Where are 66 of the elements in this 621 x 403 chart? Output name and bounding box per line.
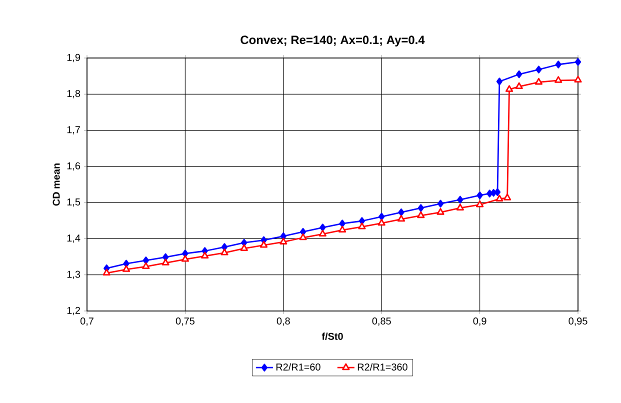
- point: [496, 194, 504, 202]
- point: [378, 218, 386, 226]
- point: [240, 244, 248, 251]
- point: [182, 250, 188, 258]
- x-tick-label: 0,95: [568, 318, 588, 326]
- y-axis-title: CD mean: [52, 164, 60, 206]
- y-tick-label: 1,6: [67, 162, 80, 171]
- point: [318, 230, 326, 237]
- y-tick-label: 1,9: [67, 54, 80, 62]
- point: [505, 85, 514, 92]
- point: [397, 214, 406, 222]
- point: [515, 82, 523, 90]
- point: [102, 268, 110, 276]
- point: [554, 76, 562, 83]
- point: [142, 256, 150, 264]
- point: [436, 208, 444, 215]
- point: [503, 194, 512, 200]
- point: [555, 60, 562, 68]
- point: [476, 200, 484, 208]
- y-tick-label: 1,8: [67, 90, 80, 98]
- point: [398, 208, 404, 216]
- point: [418, 204, 424, 212]
- point: [201, 252, 209, 259]
- point: [299, 233, 307, 240]
- point: [162, 258, 170, 266]
- point: [260, 240, 268, 248]
- x-tick-label: 0,75: [176, 318, 194, 326]
- point: [496, 78, 503, 86]
- point: [122, 265, 130, 272]
- point: [494, 188, 501, 196]
- y-tick-label: 1,2: [67, 306, 80, 316]
- point: [417, 211, 425, 218]
- x-axis-title: f/St0: [322, 332, 343, 340]
- legend-label: R2/R1=60: [276, 363, 320, 371]
- point: [220, 248, 228, 256]
- point: [534, 78, 543, 85]
- x-tick-label: 0,9: [473, 318, 486, 326]
- point: [476, 191, 483, 200]
- point: [142, 262, 150, 270]
- point: [536, 66, 542, 74]
- point: [437, 200, 444, 208]
- point: [320, 224, 326, 232]
- point: [456, 204, 464, 210]
- point: [516, 70, 522, 78]
- x-tick-label: 0,7: [80, 318, 94, 326]
- x-tick-label: 0,8: [276, 318, 290, 326]
- point: [486, 190, 493, 198]
- y-tick-label: 1,4: [67, 234, 80, 243]
- legend-label: R2/R1=360: [358, 363, 408, 371]
- point: [574, 58, 582, 66]
- point: [280, 238, 288, 244]
- point: [378, 212, 385, 221]
- point: [300, 228, 306, 236]
- point: [181, 255, 190, 262]
- y-tick-label: 1,3: [67, 270, 80, 279]
- chart-title: Convex; Re=140; Ax=0.1; Ay=0.4: [240, 36, 425, 47]
- point: [221, 243, 228, 251]
- point: [574, 76, 582, 83]
- point: [358, 217, 366, 225]
- x-tick-label: 0,85: [372, 318, 391, 326]
- y-tick-label: 1,7: [67, 126, 80, 134]
- point: [339, 220, 346, 228]
- point: [358, 222, 366, 230]
- point: [457, 196, 464, 204]
- point: [338, 226, 346, 233]
- y-tick-label: 1,5: [67, 198, 80, 207]
